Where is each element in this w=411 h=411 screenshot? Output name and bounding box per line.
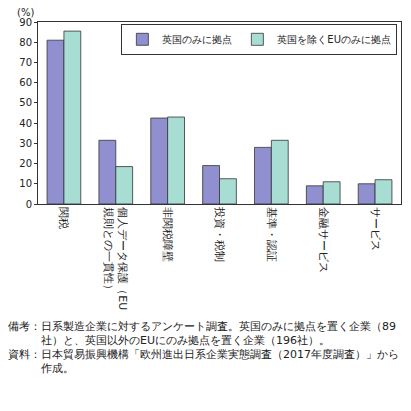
svg-text:70: 70 [19, 57, 32, 68]
svg-text:20: 20 [19, 158, 32, 169]
svg-text:60: 60 [19, 77, 32, 88]
svg-text:10: 10 [19, 178, 32, 189]
svg-text:80: 80 [19, 37, 32, 48]
svg-text:投資・税制: 投資・税制 [213, 206, 226, 262]
svg-text:30: 30 [19, 138, 32, 149]
svg-text:40: 40 [19, 118, 32, 129]
svg-text:非関税障壁: 非関税障壁 [161, 207, 174, 262]
html-text:備考：日系製造企業に対するアンケート調査。英国のみに拠点を置: 備考：日系製造企業に対するアンケート調査。英国のみに拠点を置く企業（89社）と、… [8, 320, 396, 347]
svg-text:関税: 関税 [57, 207, 70, 229]
svg-text:英国を除くEUのみに拠点: 英国を除くEUのみに拠点 [277, 34, 391, 45]
svg-text:(%): (%) [17, 7, 34, 18]
html-text:資料：日本貿易振興機構「欧州進出日系企業実態調査（2017年: 資料：日本貿易振興機構「欧州進出日系企業実態調査（2017年度調査）」から作成。 [8, 348, 399, 375]
svg-text:英国のみに拠点: 英国のみに拠点 [162, 34, 232, 45]
svg-text:金融サービス: 金融サービス [317, 207, 330, 273]
svg-text:50: 50 [19, 97, 32, 108]
svg-text:0: 0 [26, 199, 32, 210]
svg-text:サービス: サービス [368, 207, 381, 251]
svg-text:90: 90 [19, 17, 32, 28]
svg-text:個人データ保護（EU規則との一貫性）: 個人データ保護（EU規則との一貫性） [102, 207, 129, 310]
svg-text:基準・認証: 基準・認証 [265, 207, 278, 262]
